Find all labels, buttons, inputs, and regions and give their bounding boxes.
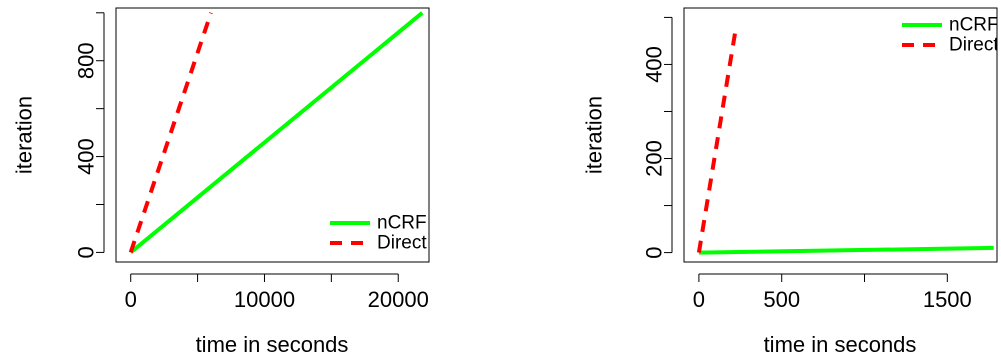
x-tick-label: 10000 <box>234 287 295 312</box>
plot-frame <box>683 7 998 263</box>
series-line-ncrf <box>129 11 424 254</box>
y-tick-label: 800 <box>74 42 99 79</box>
y-tick-label: 0 <box>74 246 99 258</box>
legend-label-ncrf: nCRF <box>377 213 427 234</box>
chart-panel-1: 0 10000 20000 0 400 800 time in seconds iterati… <box>12 7 430 357</box>
series-line-direct <box>128 12 213 254</box>
plot-frame <box>115 7 430 263</box>
legend-label-ncrf: nCRF <box>949 15 999 36</box>
y-tick-label: 400 <box>74 138 99 175</box>
x-tick-label: 20000 <box>368 287 429 312</box>
y-tick-label: 0 <box>642 246 667 258</box>
x-tick-label: 500 <box>763 287 800 312</box>
plot-area <box>696 31 994 255</box>
x-tick-label: 0 <box>693 287 705 312</box>
series-line-direct <box>696 31 738 253</box>
x-axis-title: time in seconds <box>764 332 917 357</box>
series-line-ncrf <box>698 245 994 255</box>
y-tick-label: 200 <box>642 140 667 177</box>
legend-label-direct: Direct <box>377 233 427 254</box>
y-tick-label: 400 <box>642 46 667 83</box>
plot-area <box>128 11 424 254</box>
x-tick-label: 1500 <box>923 287 972 312</box>
chart-panel-2: 0 500 1500 0 200 400 time in seconds iteration n… <box>582 7 999 357</box>
x-axis-title: time in seconds <box>196 332 349 357</box>
x-tick-label: 0 <box>125 287 137 312</box>
y-axis-title: iteration <box>582 96 607 174</box>
y-axis-title: iteration <box>12 96 37 174</box>
legend-label-direct: Direct <box>949 35 999 56</box>
